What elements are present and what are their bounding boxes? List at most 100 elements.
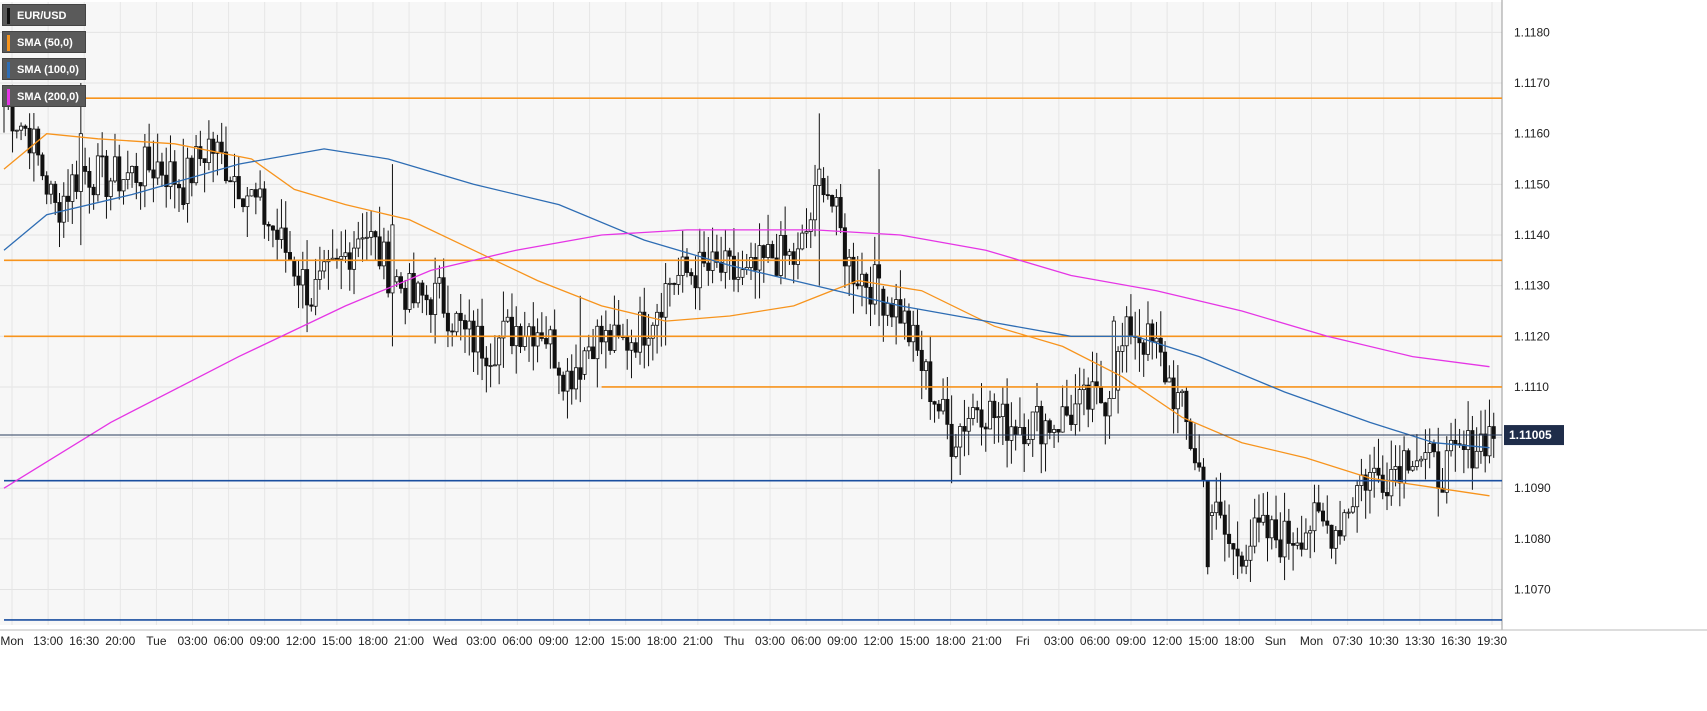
candle-body [14, 129, 19, 132]
candle-body [454, 312, 459, 333]
candle-body [1252, 517, 1257, 547]
legend-sma200[interactable]: SMA (200,0) [2, 85, 86, 107]
candle-body [420, 282, 425, 296]
x-tick-label: Mon [1300, 634, 1323, 648]
candle-body [723, 250, 728, 273]
x-tick-label: 15:00 [1188, 634, 1218, 648]
candle-body [996, 416, 1001, 419]
candle-body [433, 282, 438, 315]
x-tick-label: 03:00 [177, 634, 207, 648]
candle-body [189, 157, 194, 184]
candle-body [928, 361, 933, 403]
candle-body [292, 260, 297, 277]
candle-body [1013, 426, 1018, 436]
candle-body [1141, 342, 1146, 355]
candle-body [1180, 390, 1185, 394]
y-tick-label: 1.1140 [1514, 228, 1550, 242]
last-price-tag [1504, 425, 1564, 446]
candle-body [817, 168, 822, 186]
candle-body [565, 370, 570, 392]
candle-body [544, 338, 549, 345]
candle-body [795, 248, 800, 265]
x-tick-label: 16:30 [1441, 634, 1471, 648]
candle-body [211, 138, 216, 154]
candle-body [130, 165, 135, 174]
candle-body [706, 262, 711, 271]
candle-body [1214, 501, 1219, 514]
candle-body [945, 398, 950, 425]
candle-body [1346, 511, 1351, 514]
candle-body [44, 175, 49, 195]
candle-body [650, 324, 655, 339]
candle-body [808, 219, 813, 232]
candle-body [74, 174, 79, 192]
candle-body [300, 269, 305, 286]
candle-body [23, 125, 28, 129]
candle-body [595, 325, 600, 360]
candle-body [676, 274, 681, 285]
candle-body [1017, 427, 1022, 436]
candle-body [1265, 514, 1270, 539]
candle-body [450, 330, 455, 333]
candle-body [104, 155, 109, 197]
candle-body [219, 141, 224, 153]
candle-body [53, 183, 58, 203]
candle-body [983, 426, 988, 430]
x-tick-label: 07:30 [1333, 634, 1363, 648]
candle-body [66, 195, 71, 202]
candle-body [804, 231, 809, 234]
candle-body [1320, 510, 1325, 522]
candle-body [535, 332, 540, 347]
candle-body [458, 312, 463, 321]
candle-body [309, 304, 314, 307]
candle-body [1107, 398, 1112, 417]
candle-body [561, 374, 566, 392]
candle-body [61, 195, 66, 223]
candle-body [1094, 381, 1099, 388]
x-tick-label: Mon [0, 634, 23, 648]
candle-body [185, 157, 190, 204]
candle-body [672, 282, 677, 285]
x-tick-label: Thu [724, 634, 745, 648]
candle-body [1393, 466, 1398, 470]
x-tick-label: 15:00 [611, 634, 641, 648]
candle-body [1197, 462, 1202, 468]
candle-body [125, 172, 130, 180]
candle-body [70, 174, 75, 202]
candle-body [1150, 323, 1155, 343]
candle-body [697, 251, 702, 289]
candle-body [488, 365, 493, 367]
candle-body [403, 287, 408, 310]
candle-body [612, 324, 617, 351]
candle-body [1308, 530, 1313, 534]
candle-body [783, 234, 788, 256]
candle-body [1410, 466, 1415, 471]
candle-body [988, 400, 993, 430]
candle-body [1069, 414, 1074, 425]
candle-body [1299, 542, 1304, 550]
candle-body [885, 302, 890, 316]
candle-body [778, 234, 783, 276]
candle-body [842, 227, 847, 267]
candle-body [87, 171, 92, 188]
candle-body [27, 127, 32, 154]
candle-body [322, 261, 327, 272]
x-tick-label: 12:00 [286, 634, 316, 648]
x-tick-label: 21:00 [683, 634, 713, 648]
candle-body [680, 256, 685, 276]
candle-body [296, 275, 301, 286]
candle-body [975, 407, 980, 411]
candle-body [1064, 406, 1069, 416]
candle-body [1449, 439, 1454, 452]
legend-sma100[interactable]: SMA (100,0) [2, 58, 86, 80]
legend-eurusd[interactable]: EUR/USD [2, 4, 86, 26]
candle-body [181, 187, 186, 206]
legend-sma50[interactable]: SMA (50,0) [2, 31, 86, 53]
candle-body [834, 197, 839, 207]
candle-body [1295, 542, 1300, 546]
candle-body [1171, 377, 1176, 410]
candle-body [1052, 429, 1057, 433]
x-tick-label: 09:00 [250, 634, 280, 648]
candle-body [1043, 420, 1048, 445]
